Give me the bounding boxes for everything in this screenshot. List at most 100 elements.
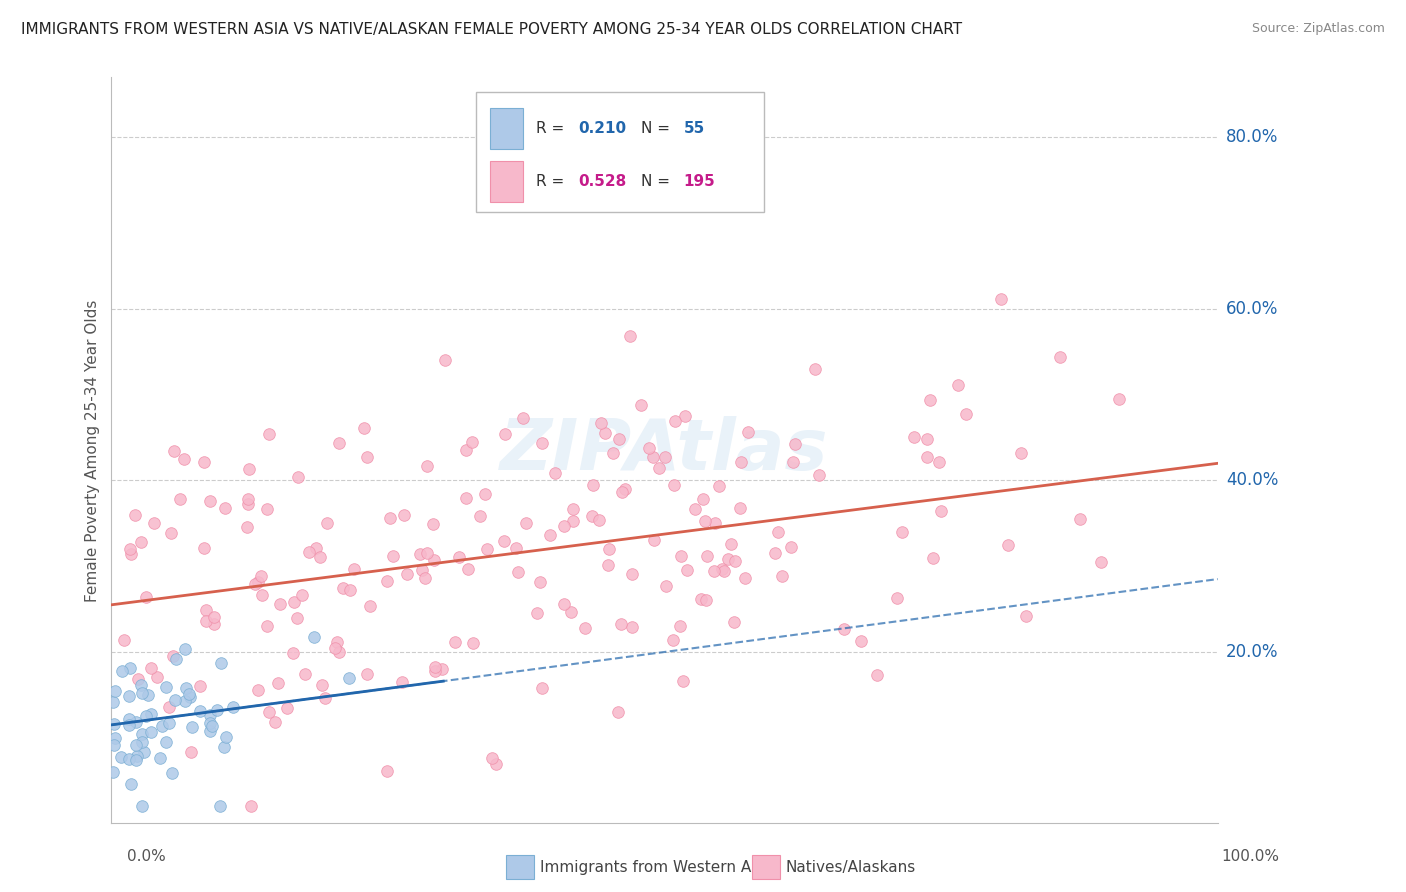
Point <box>763 546 786 560</box>
Point <box>323 641 346 656</box>
Point <box>1049 350 1071 364</box>
Point <box>198 715 221 730</box>
Point <box>135 709 157 723</box>
Point <box>238 461 260 475</box>
Point <box>124 754 146 768</box>
Point <box>696 549 718 563</box>
Point <box>238 491 260 506</box>
Point <box>713 564 735 578</box>
Point <box>256 619 278 633</box>
Point <box>475 542 498 557</box>
Point <box>120 777 142 791</box>
Point <box>474 487 496 501</box>
Point <box>103 738 125 752</box>
Point <box>394 508 416 522</box>
Point <box>104 731 127 745</box>
Point <box>422 516 444 531</box>
Point <box>832 622 855 636</box>
Point <box>734 571 756 585</box>
Point <box>298 545 321 559</box>
Point <box>766 524 789 539</box>
Point <box>332 581 354 595</box>
Point <box>308 549 330 564</box>
Point <box>1090 555 1112 569</box>
Point <box>411 563 433 577</box>
Point <box>724 554 747 568</box>
Point <box>111 665 134 679</box>
Point <box>918 393 941 408</box>
Point <box>250 588 273 602</box>
Point <box>723 615 745 630</box>
Point <box>179 690 201 705</box>
FancyBboxPatch shape <box>489 108 523 149</box>
Point <box>328 645 350 659</box>
Point <box>922 550 945 565</box>
Point <box>673 409 696 423</box>
Point <box>613 482 636 496</box>
Text: 60.0%: 60.0% <box>1226 300 1278 318</box>
Point <box>505 541 527 555</box>
Point <box>779 540 801 554</box>
Point <box>582 477 605 491</box>
Point <box>654 450 676 464</box>
Point <box>304 630 326 644</box>
Point <box>785 436 807 450</box>
Point <box>135 590 157 604</box>
Point <box>136 689 159 703</box>
Point <box>315 516 337 530</box>
Point <box>214 501 236 516</box>
Point <box>485 757 508 772</box>
Point <box>165 693 187 707</box>
Point <box>356 450 378 464</box>
Point <box>720 537 742 551</box>
Point <box>314 690 336 705</box>
Point <box>294 667 316 681</box>
Point <box>104 684 127 698</box>
Point <box>124 508 146 523</box>
Point <box>193 455 215 469</box>
Point <box>160 525 183 540</box>
Point <box>886 591 908 606</box>
Text: ZIPAtlas: ZIPAtlas <box>501 416 828 485</box>
Point <box>179 687 201 701</box>
Point <box>162 648 184 663</box>
Point <box>343 562 366 576</box>
Point <box>125 738 148 752</box>
Point <box>157 700 180 714</box>
Point <box>257 705 280 719</box>
Point <box>269 597 291 611</box>
Point <box>337 671 360 685</box>
Point <box>131 734 153 748</box>
Point <box>671 549 693 563</box>
Text: N =: N = <box>641 174 675 189</box>
Point <box>619 328 641 343</box>
Point <box>200 719 222 733</box>
Point <box>990 293 1012 307</box>
Point <box>638 442 661 456</box>
Point <box>194 615 217 629</box>
Point <box>664 414 686 428</box>
Point <box>997 538 1019 552</box>
Point <box>257 427 280 442</box>
Point <box>118 752 141 766</box>
Point <box>118 712 141 726</box>
Text: 0.210: 0.210 <box>578 120 627 136</box>
Point <box>529 574 551 589</box>
Point <box>866 668 889 682</box>
Point <box>593 426 616 441</box>
Point <box>103 716 125 731</box>
Text: 100.0%: 100.0% <box>1222 849 1279 863</box>
Text: 20.0%: 20.0% <box>1226 643 1278 661</box>
Point <box>612 485 634 500</box>
Point <box>664 478 686 492</box>
Point <box>695 592 717 607</box>
Point <box>946 377 969 392</box>
Point <box>602 445 624 459</box>
Point <box>209 799 232 814</box>
Point <box>562 502 585 516</box>
Point <box>194 603 217 617</box>
Point <box>703 564 725 578</box>
Text: IMMIGRANTS FROM WESTERN ASIA VS NATIVE/ALASKAN FEMALE POVERTY AMONG 25-34 YEAR O: IMMIGRANTS FROM WESTERN ASIA VS NATIVE/A… <box>21 22 962 37</box>
Point <box>236 520 259 534</box>
Point <box>413 571 436 585</box>
